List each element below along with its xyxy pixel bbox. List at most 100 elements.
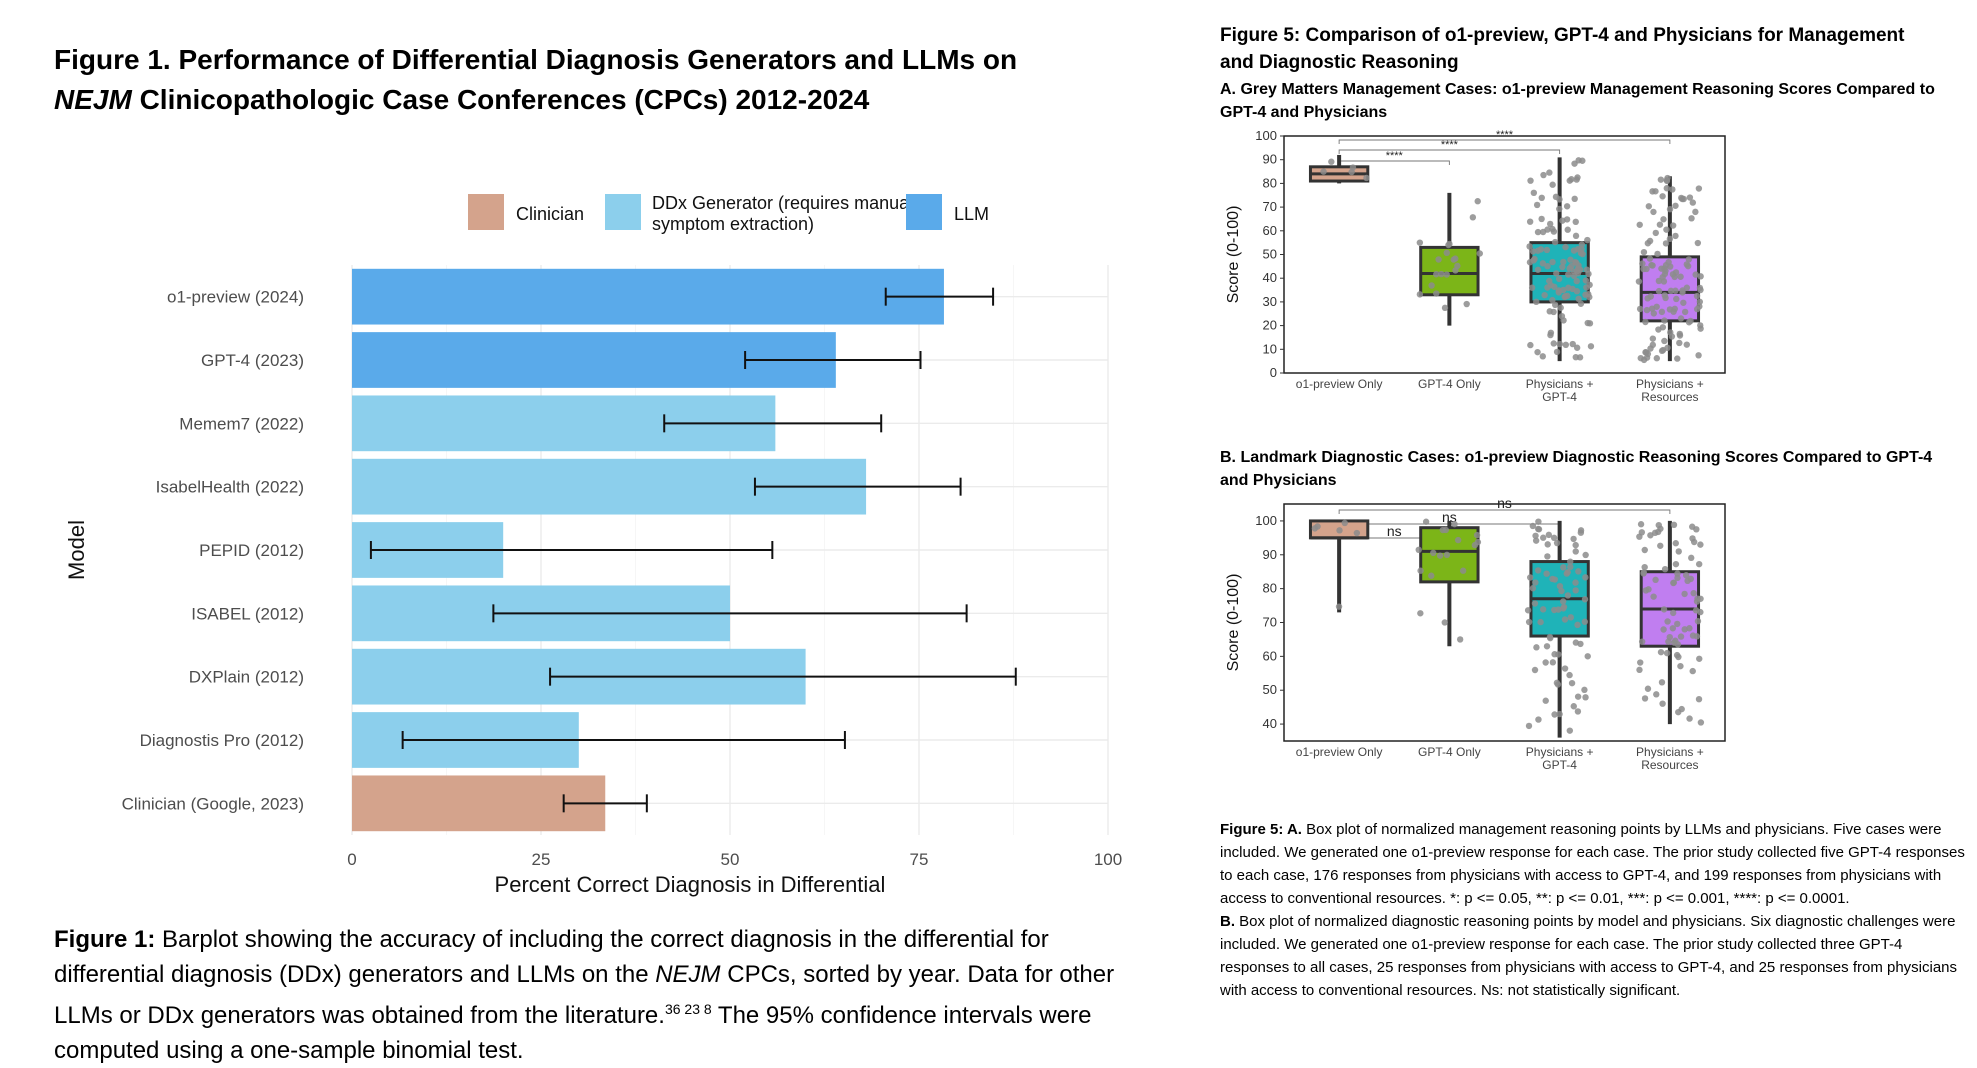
data-point bbox=[1640, 570, 1647, 577]
data-point bbox=[1689, 199, 1697, 206]
data-point bbox=[1417, 567, 1424, 574]
data-point bbox=[1416, 239, 1424, 246]
x-axis-label: Percent Correct Diagnosis in Differentia… bbox=[495, 872, 886, 897]
x-category-label: Resources bbox=[1641, 390, 1698, 404]
data-point bbox=[1654, 528, 1662, 536]
fig1-title: Figure 1. Performance of Differential Di… bbox=[54, 40, 1134, 120]
data-point bbox=[1565, 271, 1572, 278]
data-point bbox=[1446, 240, 1453, 248]
data-point bbox=[1661, 292, 1668, 299]
data-point bbox=[1546, 220, 1554, 228]
data-point bbox=[1336, 527, 1343, 534]
data-point bbox=[1567, 558, 1574, 565]
data-point bbox=[1544, 541, 1551, 548]
data-point bbox=[1582, 694, 1589, 701]
data-point bbox=[1692, 271, 1699, 278]
data-point bbox=[1689, 632, 1697, 639]
data-point bbox=[1454, 262, 1461, 270]
data-point bbox=[1574, 621, 1581, 629]
data-point bbox=[1648, 261, 1655, 269]
data-point bbox=[1560, 564, 1567, 571]
data-point bbox=[1562, 341, 1570, 349]
data-point bbox=[1539, 228, 1547, 236]
y-tick-label: 50 bbox=[1263, 682, 1277, 697]
data-point bbox=[1567, 256, 1574, 263]
data-point bbox=[1549, 258, 1556, 266]
data-point bbox=[1524, 607, 1532, 614]
data-point bbox=[1643, 349, 1650, 356]
data-point bbox=[1553, 348, 1561, 356]
data-point bbox=[1556, 710, 1563, 718]
data-point bbox=[1454, 536, 1462, 544]
data-point bbox=[1697, 322, 1704, 329]
data-point bbox=[1584, 319, 1591, 327]
data-point bbox=[1570, 535, 1577, 543]
y-tick-label: 20 bbox=[1263, 318, 1277, 333]
data-point bbox=[1647, 345, 1654, 352]
fig5-caption-a: Figure 5: A. Box plot of normalized mana… bbox=[1220, 818, 1965, 910]
data-point bbox=[1677, 273, 1684, 280]
data-point bbox=[1677, 633, 1685, 640]
data-point bbox=[1663, 185, 1671, 192]
data-point bbox=[1649, 335, 1657, 342]
data-point bbox=[1569, 340, 1576, 348]
data-point bbox=[1546, 277, 1553, 285]
data-point bbox=[1575, 295, 1582, 303]
data-point bbox=[1555, 651, 1562, 658]
data-point bbox=[1563, 203, 1571, 210]
data-point bbox=[1683, 341, 1690, 348]
data-point bbox=[1551, 283, 1558, 290]
legend-label-llm: LLM bbox=[954, 204, 989, 224]
data-point bbox=[1555, 287, 1562, 294]
data-point bbox=[1652, 188, 1659, 195]
data-point bbox=[1650, 208, 1657, 216]
data-point bbox=[1670, 579, 1678, 586]
data-point bbox=[1672, 202, 1679, 209]
data-point bbox=[1681, 308, 1689, 316]
data-point bbox=[1674, 620, 1681, 628]
data-point bbox=[1687, 317, 1694, 325]
fig1-caption-text3: The 95% confidence intervals were comput… bbox=[54, 1002, 1092, 1064]
category-label: o1-preview (2024) bbox=[167, 288, 304, 307]
data-point bbox=[1655, 277, 1663, 285]
data-point bbox=[1562, 243, 1569, 251]
data-point bbox=[1549, 296, 1556, 304]
data-point bbox=[1657, 176, 1665, 183]
data-point bbox=[1638, 529, 1646, 536]
data-point bbox=[1638, 638, 1646, 645]
data-point bbox=[1542, 697, 1549, 704]
data-point bbox=[1556, 196, 1563, 203]
data-point bbox=[1546, 308, 1553, 315]
data-point bbox=[1566, 177, 1573, 184]
data-point bbox=[1660, 626, 1667, 633]
y-tick-label: 90 bbox=[1263, 152, 1277, 167]
x-category-label: Physicians + bbox=[1636, 745, 1704, 759]
data-point bbox=[1637, 659, 1644, 666]
legend-label-ddx-line1: DDx Generator (requires manual bbox=[652, 193, 913, 213]
data-point bbox=[1674, 570, 1681, 577]
data-point bbox=[1674, 355, 1681, 362]
data-point bbox=[1573, 277, 1580, 285]
legend-swatch-clinician bbox=[468, 194, 504, 230]
data-point bbox=[1636, 305, 1644, 313]
data-point bbox=[1675, 653, 1682, 661]
x-category-label: o1-preview Only bbox=[1296, 745, 1383, 759]
data-point bbox=[1549, 225, 1556, 233]
data-point bbox=[1659, 193, 1666, 200]
data-point bbox=[1697, 608, 1704, 616]
data-point bbox=[1551, 301, 1559, 309]
data-point bbox=[1534, 228, 1542, 236]
x-category-label: GPT-4 Only bbox=[1418, 745, 1481, 759]
data-point bbox=[1656, 221, 1664, 228]
x-category-label: GPT-4 bbox=[1542, 758, 1577, 772]
data-point bbox=[1565, 284, 1572, 291]
data-point bbox=[1531, 600, 1539, 607]
data-point bbox=[1443, 249, 1450, 257]
data-point bbox=[1526, 243, 1533, 250]
data-point bbox=[1697, 273, 1704, 280]
data-point bbox=[1641, 546, 1648, 554]
data-point bbox=[1450, 256, 1457, 263]
data-point bbox=[1643, 306, 1651, 314]
data-point bbox=[1578, 241, 1586, 248]
data-point bbox=[1527, 341, 1534, 349]
